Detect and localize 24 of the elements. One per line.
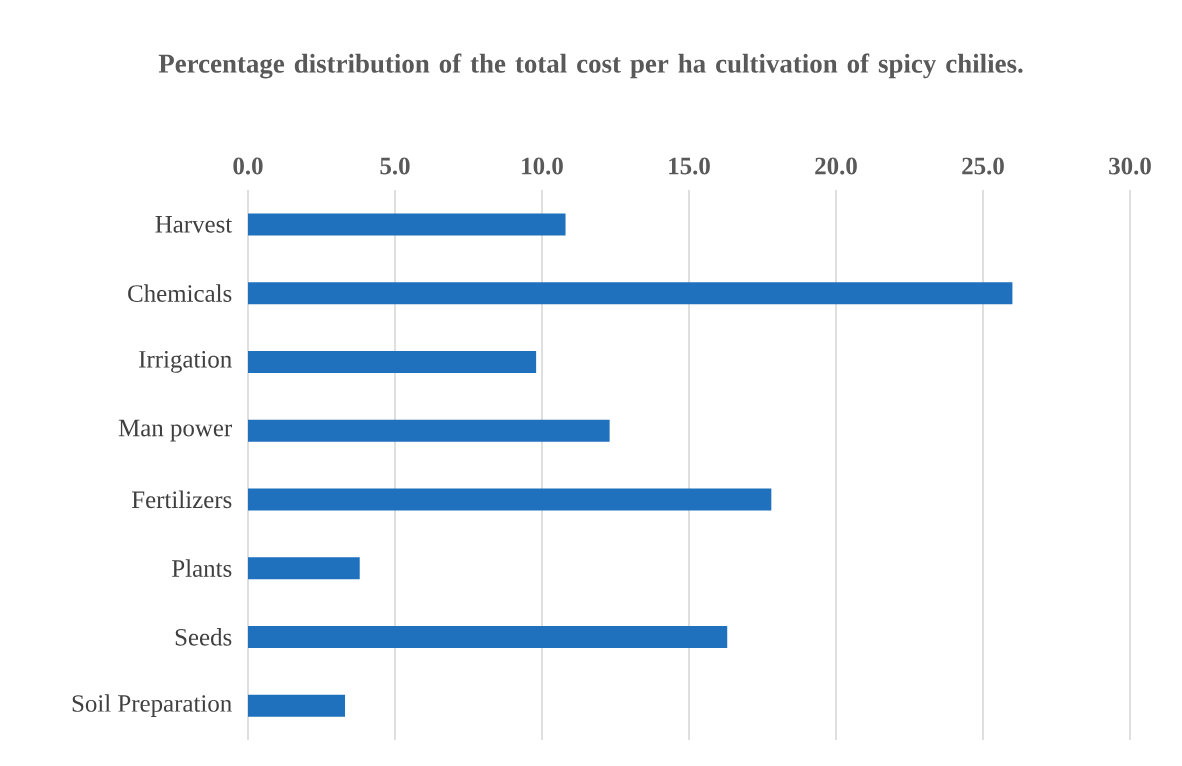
y-tick-label: Man power (118, 419, 233, 442)
bar (248, 350, 537, 373)
x-tick-label: 15.0 (669, 157, 710, 175)
x-tick-label: 0.0 (233, 157, 263, 175)
chart-title: Percentage distribution of the total cost per ha cultivation of spicy chilies. (158, 53, 1023, 79)
y-tick-label: Seeds (175, 628, 232, 646)
y-tick-label: Soil Preparation (72, 694, 232, 717)
x-tick-label: 5.0 (380, 157, 410, 175)
x-tick-label: 25.0 (962, 157, 1004, 175)
bar (248, 282, 1013, 305)
y-tick-label: Fertilizers (131, 490, 232, 509)
x-tick-label: 10.0 (522, 157, 563, 175)
y-tick-label: Irrigation (139, 350, 232, 373)
bar (248, 694, 346, 717)
bar (248, 488, 772, 511)
x-tick-label: 20.0 (815, 157, 857, 175)
bar (248, 213, 566, 236)
bar (248, 419, 610, 442)
bar (248, 557, 360, 580)
bar (248, 625, 728, 648)
x-tick-label: 30.0 (1109, 157, 1151, 175)
y-tick-label: Plants (172, 559, 232, 577)
y-tick-label: Harvest (155, 216, 233, 233)
y-tick-label: Chemicals (128, 284, 232, 302)
